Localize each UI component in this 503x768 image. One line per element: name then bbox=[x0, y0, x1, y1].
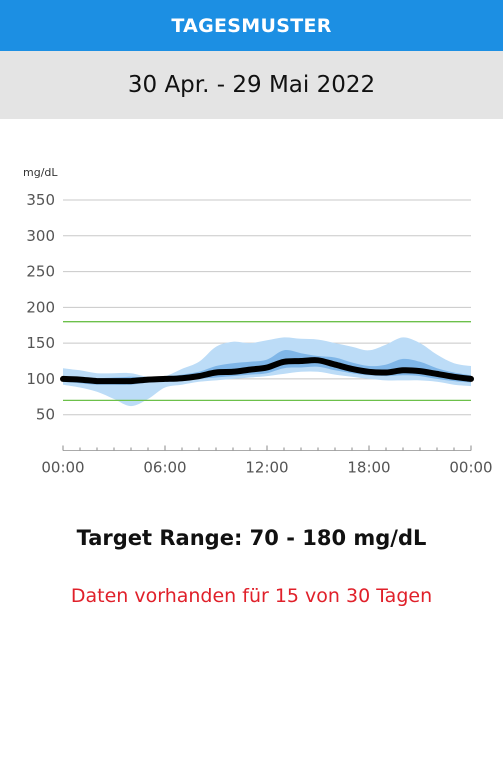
y-axis-unit-label: mg/dL bbox=[23, 166, 58, 179]
daily-pattern-chart: mg/dL 50 100 150 200 250 300 350 00:00 06:00 12:00… bbox=[23, 166, 493, 477]
y-tick-label: 100 bbox=[26, 370, 55, 388]
x-tick-label: 00:00 bbox=[41, 459, 84, 477]
y-tick-label: 50 bbox=[36, 406, 55, 424]
x-tick-label: 12:00 bbox=[245, 459, 288, 477]
app-header: TAGESMUSTER bbox=[0, 0, 503, 51]
data-availability-label: Daten vorhanden für 15 von 30 Tagen bbox=[70, 585, 433, 607]
y-tick-label: 350 bbox=[26, 191, 55, 209]
x-tick-label: 00:00 bbox=[449, 459, 492, 477]
y-tick-label: 200 bbox=[26, 298, 55, 316]
median-line bbox=[60, 357, 474, 385]
target-range-label: Target Range: 70 - 180 mg/dL bbox=[76, 526, 427, 550]
y-tick-label: 250 bbox=[26, 263, 55, 281]
date-range-bar[interactable]: 30 Apr. - 29 Mai 2022 bbox=[0, 51, 503, 119]
x-tick-label: 18:00 bbox=[347, 459, 390, 477]
date-range-label: 30 Apr. - 29 Mai 2022 bbox=[127, 72, 376, 98]
x-tick-label: 06:00 bbox=[143, 459, 186, 477]
y-tick-label: 150 bbox=[26, 334, 55, 352]
y-tick-label: 300 bbox=[26, 227, 55, 245]
page-title: TAGESMUSTER bbox=[171, 14, 332, 37]
